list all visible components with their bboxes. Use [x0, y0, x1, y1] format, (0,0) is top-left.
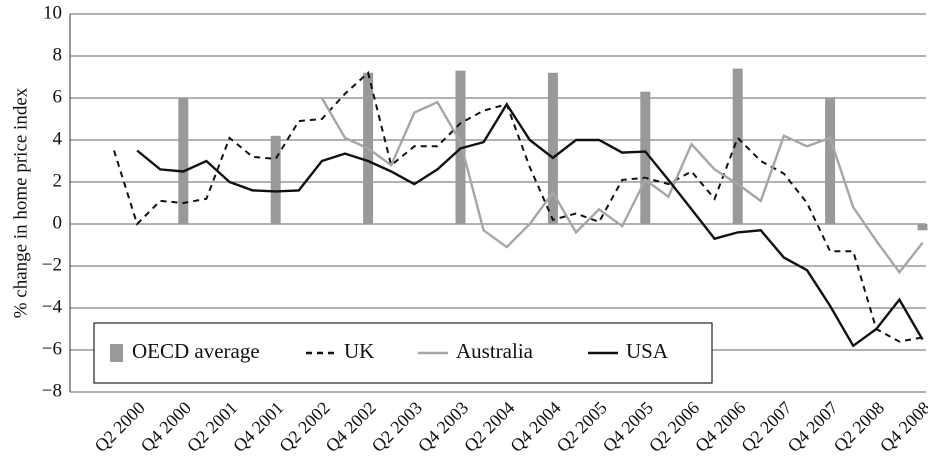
x-tick-label: Q2 2000 — [91, 398, 149, 456]
bar — [270, 135, 281, 224]
x-tick-label: Q4 2000 — [137, 398, 195, 456]
x-tick-label: Q2 2003 — [368, 398, 426, 456]
x-tick-label: Q2 2001 — [183, 398, 241, 456]
legend-label: OECD average — [132, 339, 260, 363]
y-axis-title: % change in home price index — [10, 87, 31, 318]
x-tick-label: Q4 2005 — [599, 398, 657, 456]
y-tick-label: −2 — [42, 254, 62, 275]
y-tick-label: −6 — [42, 338, 62, 359]
y-tick-label: 4 — [53, 128, 63, 149]
x-tick-label: Q4 2008 — [876, 398, 928, 456]
x-tick-label: Q2 2008 — [830, 398, 888, 456]
x-tick-label: Q4 2004 — [506, 398, 564, 456]
line-series — [136, 102, 924, 348]
line-series — [113, 70, 923, 343]
x-tick-label: Q4 2007 — [784, 398, 842, 456]
y-tick-label: 0 — [53, 212, 63, 233]
x-tick-label: Q4 2002 — [322, 398, 380, 456]
bar — [547, 72, 558, 224]
x-tick-label: Q2 2002 — [275, 398, 333, 456]
x-tick-label: Q4 2006 — [691, 398, 749, 456]
y-tick-label: 10 — [43, 2, 62, 23]
x-tick-label: Q2 2006 — [645, 398, 703, 456]
legend-label: USA — [626, 339, 669, 363]
bar — [825, 98, 836, 224]
y-tick-label: −8 — [42, 380, 62, 401]
legend-label: Australia — [456, 339, 534, 363]
y-tick-label: −4 — [42, 296, 63, 317]
bar — [732, 68, 743, 224]
y-tick-label: 6 — [53, 86, 63, 107]
y-tick-label: 2 — [53, 170, 63, 191]
x-tick-label: Q4 2001 — [229, 398, 287, 456]
x-tick-label: Q2 2004 — [460, 398, 518, 456]
x-tick-label: Q4 2003 — [414, 398, 472, 456]
line-series — [320, 97, 924, 275]
y-tick-label: 8 — [53, 44, 63, 65]
bar — [640, 91, 651, 224]
legend-label: UK — [344, 339, 374, 363]
x-tick-label: Q2 2005 — [553, 398, 611, 456]
legend-swatch — [110, 344, 123, 362]
x-tick-label: Q2 2007 — [737, 398, 795, 456]
bar — [917, 224, 928, 231]
bar — [178, 98, 189, 224]
